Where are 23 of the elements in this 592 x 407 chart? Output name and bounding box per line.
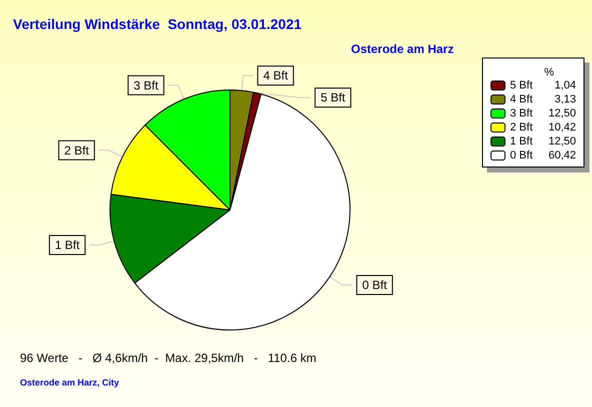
text: 96 Werte - Ø 4,6km/h - Max. 29,5km/h - 110.6 km [20, 351, 316, 365]
legend-label: 0 Bft [510, 150, 533, 162]
data-label: 3,13 [554, 94, 576, 106]
legend-label: 3 Bft [510, 108, 533, 120]
legend-label: 2 Bft [510, 122, 533, 134]
data-label: 60,42 [548, 150, 576, 162]
data-label: 1,04 [554, 80, 576, 92]
text: Osterode am Harz, City [20, 378, 120, 388]
slice-label: 5 Bft [320, 90, 346, 105]
chart-title: Verteilung Windstärke Sonntag, 03.01.2021 [13, 16, 302, 32]
slice-label: 3 Bft [134, 78, 159, 92]
data-label: 10,42 [548, 122, 576, 134]
data-label: 12,50 [548, 108, 576, 120]
slice-label: 2 Bft [64, 143, 90, 158]
legend-title: % [544, 66, 554, 78]
slice-label: 4 Bft [263, 68, 289, 83]
slice-label: 1 Bft [54, 238, 80, 252]
slice-label: 0 Bft [362, 278, 388, 292]
legend-label: 5 Bft [510, 80, 533, 92]
data-label: 12,50 [548, 136, 576, 148]
legend-label: 1 Bft [510, 136, 533, 148]
chart-subtitle: Osterode am Harz [351, 42, 454, 56]
legend-label: 4 Bft [510, 94, 533, 106]
